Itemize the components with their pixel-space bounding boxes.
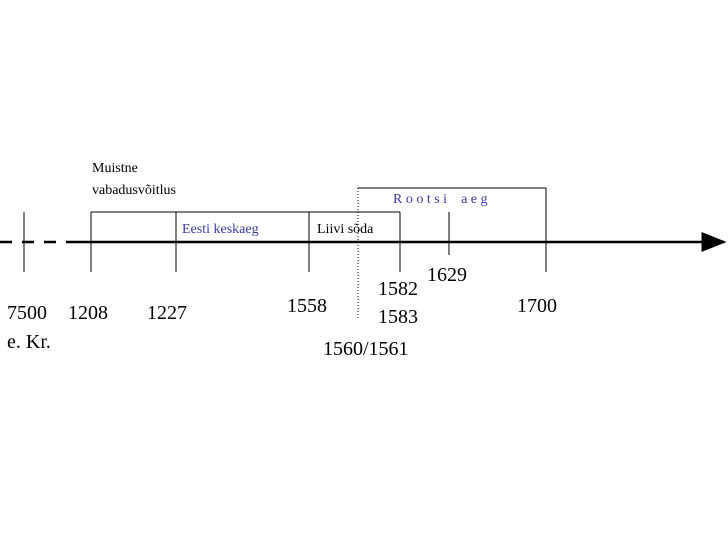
period-label: Liivi sõda: [317, 222, 374, 237]
year-label: 1208: [68, 302, 108, 324]
year-label: 1629: [427, 264, 467, 286]
period-label: R o o t s i a e g: [393, 192, 488, 207]
year-label: 1582: [378, 278, 418, 300]
brackets: [91, 187, 546, 320]
ticks: [23, 188, 547, 272]
year-label: 1560/1561: [323, 338, 409, 360]
year-label: 1700: [517, 295, 557, 317]
year-label: 1227: [147, 302, 187, 324]
period-label: Eesti keskaeg: [182, 222, 259, 237]
period-label: Muistne: [92, 161, 138, 176]
year-label: 1558: [287, 295, 327, 317]
period-label: vabadusvõitlus: [92, 183, 176, 198]
year-label: 1583: [378, 306, 418, 328]
year-label: e. Kr.: [7, 331, 51, 353]
year-label: 7500: [7, 302, 47, 324]
